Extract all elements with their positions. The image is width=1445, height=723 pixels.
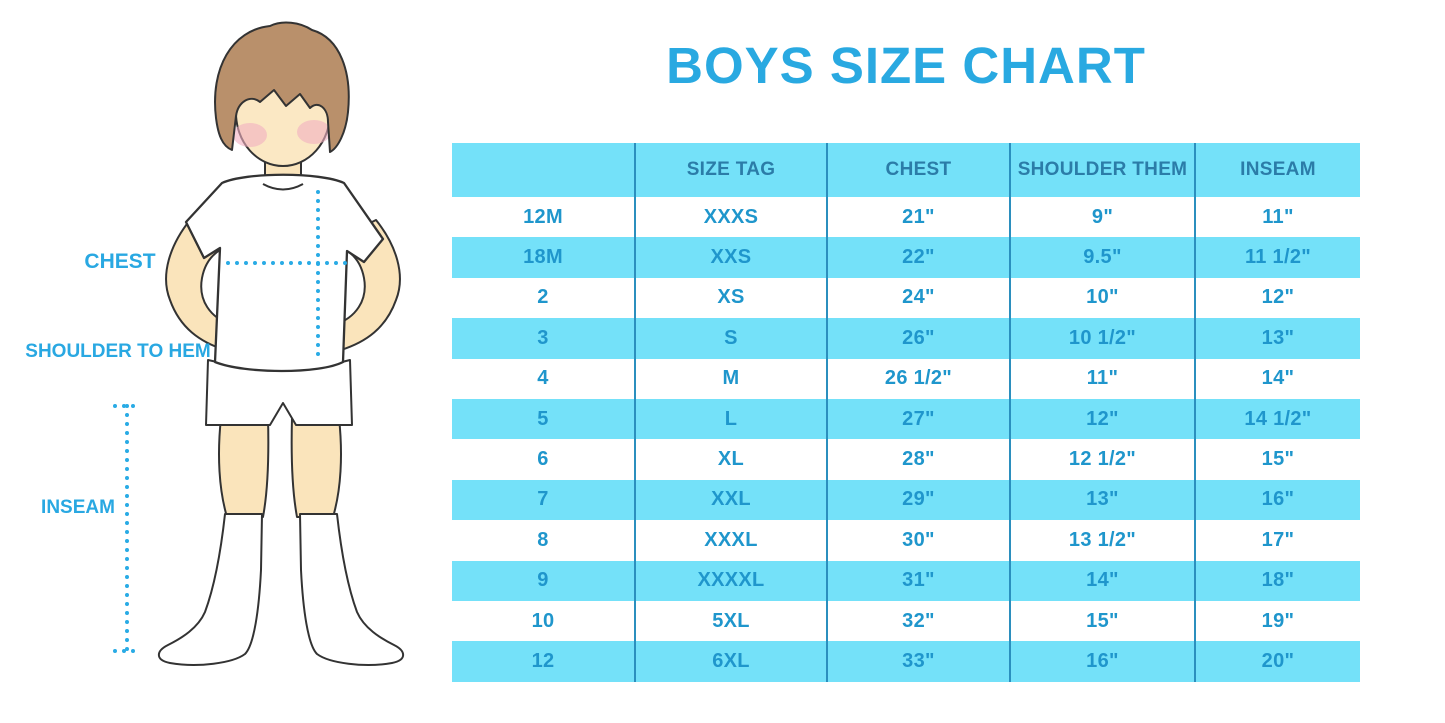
table-cell: 14" [1009, 560, 1194, 601]
column-header-size [452, 143, 634, 197]
table-row: 6 XL 28" 12 1/2" 15" [452, 439, 1360, 480]
table-cell: 12" [1194, 277, 1360, 319]
table-row: 5 L 27" 12" 14 1/2" [452, 398, 1360, 440]
table-cell: 7 [537, 488, 549, 511]
table-row: 8 XXXL 30" 13 1/2" 17" [452, 520, 1360, 561]
table-cell: 15" [1009, 600, 1194, 642]
table-cell: 12 [531, 649, 555, 672]
boy-blush-right [297, 120, 331, 144]
table-cell: 30" [826, 520, 1009, 561]
table-cell: 14 1/2" [1194, 398, 1360, 440]
table-cell: XL [634, 439, 826, 480]
table-cell: 2 [537, 286, 549, 309]
column-header-inseam: INSEAM [1194, 143, 1360, 197]
table-row: 12M XXXS 21" 9" 11" [452, 197, 1360, 238]
table-cell: 18M [523, 246, 563, 269]
table-cell: 5 [537, 407, 549, 430]
boy-blush-left [233, 123, 267, 147]
boy-sock-right [299, 513, 405, 666]
table-cell: 10" [1009, 277, 1194, 319]
table-cell: XXXL [634, 520, 826, 561]
table-cell: 27" [826, 398, 1009, 440]
table-cell: 9 [537, 569, 549, 592]
table-cell: 21" [826, 197, 1009, 238]
table-cell: L [634, 398, 826, 440]
table-cell: S [634, 318, 826, 359]
table-row: 3 S 26" 10 1/2" 13" [452, 318, 1360, 359]
table-cell: 32" [826, 600, 1009, 642]
table-row: 2 XS 24" 10" 12" [452, 277, 1360, 319]
table-cell: 6 [537, 448, 549, 471]
table-cell: 16" [1194, 479, 1360, 521]
boy-hair [214, 21, 350, 153]
column-header-shoulder-them: SHOULDER THEM [1009, 143, 1194, 197]
table-cell: 20" [1194, 641, 1360, 682]
table-cell: XS [634, 277, 826, 319]
table-cell: 13" [1194, 318, 1360, 359]
table-row: 18M XXS 22" 9.5" 11 1/2" [452, 237, 1360, 278]
size-table: SIZE TAG CHEST SHOULDER THEM INSEAM 12M … [452, 143, 1360, 682]
table-cell: 14" [1194, 358, 1360, 399]
table-cell: 26 1/2" [826, 358, 1009, 399]
table-cell: 29" [826, 479, 1009, 521]
table-cell: 16" [1009, 641, 1194, 682]
table-cell: XXXXL [634, 560, 826, 601]
boy-leg-right [290, 417, 342, 518]
boy-measurement-figure [113, 21, 405, 666]
table-cell: 5XL [634, 600, 826, 642]
table-cell: 24" [826, 277, 1009, 319]
table-cell: 13" [1009, 479, 1194, 521]
table-cell: 10 [531, 609, 555, 632]
table-cell: 17" [1194, 520, 1360, 561]
table-cell: 11" [1009, 358, 1194, 399]
table-cell: 3 [537, 326, 549, 349]
table-cell: 15" [1194, 439, 1360, 480]
table-cell: 11 1/2" [1194, 237, 1360, 278]
table-cell: XXS [634, 237, 826, 278]
page-title: BOYS SIZE CHART [666, 37, 1146, 94]
table-cell: 12 1/2" [1009, 439, 1194, 480]
shoulder-to-hem-measurement-label: SHOULDER TO HEM [25, 341, 211, 362]
table-cell: 10 1/2" [1009, 318, 1194, 359]
table-cell: 26" [826, 318, 1009, 359]
table-cell: 28" [826, 439, 1009, 480]
table-cell: 13 1/2" [1009, 520, 1194, 561]
column-header-chest: CHEST [826, 143, 1009, 197]
boy-collar [262, 183, 304, 191]
table-cell: 8 [537, 528, 549, 551]
table-cell: 19" [1194, 600, 1360, 642]
table-cell: 9" [1009, 197, 1194, 238]
table-row: 7 XXL 29" 13" 16" [452, 479, 1360, 521]
boy-leg-left [218, 417, 270, 518]
boy-sock-left [157, 513, 263, 666]
table-cell: 33" [826, 641, 1009, 682]
size-table-header-row: SIZE TAG CHEST SHOULDER THEM INSEAM [452, 143, 1360, 197]
table-cell: 12M [523, 205, 563, 228]
inseam-measurement-label: INSEAM [41, 497, 115, 518]
chest-measurement-label: CHEST [84, 250, 156, 273]
table-cell: XXL [634, 479, 826, 521]
table-cell: 18" [1194, 560, 1360, 601]
table-cell: M [634, 358, 826, 399]
table-cell: 11" [1194, 197, 1360, 238]
table-cell: 4 [537, 367, 549, 390]
table-cell: 12" [1009, 398, 1194, 440]
table-cell: 31" [826, 560, 1009, 601]
table-row: 4 M 26 1/2" 11" 14" [452, 358, 1360, 399]
boy-tshirt [184, 173, 385, 373]
table-row: 10 5XL 32" 15" 19" [452, 600, 1360, 642]
table-cell: 22" [826, 237, 1009, 278]
table-cell: 9.5" [1009, 237, 1194, 278]
column-header-size-tag: SIZE TAG [634, 143, 826, 197]
table-cell: 6XL [634, 641, 826, 682]
table-cell: XXXS [634, 197, 826, 238]
table-row: 9 XXXXL 31" 14" 18" [452, 560, 1360, 601]
table-row: 12 6XL 33" 16" 20" [452, 641, 1360, 682]
